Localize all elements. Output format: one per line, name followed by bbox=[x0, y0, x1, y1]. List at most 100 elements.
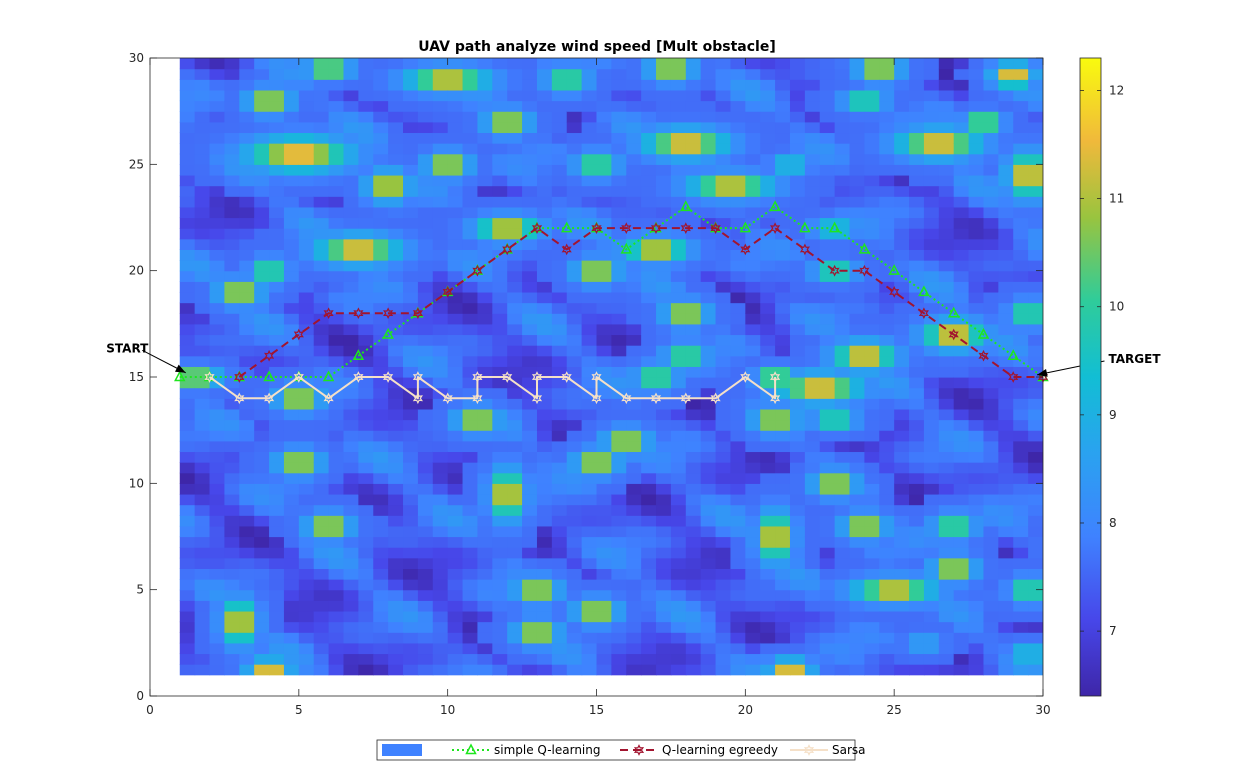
wind-cell bbox=[611, 313, 627, 325]
wind-cell bbox=[685, 206, 702, 219]
wind-cell bbox=[239, 589, 255, 601]
wind-cell bbox=[536, 589, 553, 601]
wind-cell bbox=[328, 355, 345, 367]
wind-cell bbox=[626, 387, 642, 399]
wind-cell bbox=[819, 111, 836, 123]
wind-cell bbox=[700, 291, 717, 304]
wind-cell bbox=[789, 536, 806, 548]
wind-cell bbox=[983, 345, 999, 357]
wind-cell bbox=[343, 132, 359, 144]
wind-cell bbox=[269, 323, 285, 336]
wind-cell bbox=[879, 143, 895, 155]
wind-cell bbox=[269, 355, 285, 367]
wind-cell bbox=[938, 196, 955, 208]
wind-cell bbox=[864, 610, 880, 623]
wind-cell bbox=[685, 547, 702, 559]
wind-cell bbox=[462, 440, 479, 453]
wind-cell bbox=[953, 408, 970, 421]
wind-cell bbox=[819, 462, 836, 474]
wind-cell bbox=[760, 185, 776, 197]
wind-cell bbox=[313, 483, 330, 495]
wind-cell bbox=[343, 653, 359, 665]
wind-cell bbox=[849, 132, 865, 144]
y-tick-label: 20 bbox=[129, 264, 144, 278]
wind-cell bbox=[417, 79, 434, 91]
wind-cell bbox=[507, 68, 523, 80]
wind-cell bbox=[507, 164, 523, 176]
wind-cell bbox=[894, 664, 910, 676]
wind-cell bbox=[819, 68, 836, 80]
wind-cell bbox=[254, 472, 270, 484]
wind-cell bbox=[953, 525, 970, 538]
wind-cell bbox=[983, 398, 999, 410]
wind-cell bbox=[968, 568, 985, 580]
wind-cell bbox=[551, 260, 568, 272]
wind-cell bbox=[254, 228, 270, 240]
series-point bbox=[769, 200, 781, 212]
wind-cell bbox=[507, 387, 523, 399]
wind-cell bbox=[328, 334, 345, 346]
wind-cell bbox=[492, 568, 508, 580]
wind-cell bbox=[909, 281, 925, 293]
wind-cell bbox=[462, 642, 479, 655]
wind-cell bbox=[224, 111, 240, 123]
wind-cell bbox=[254, 408, 270, 421]
wind-cell bbox=[566, 408, 583, 421]
wind-cell bbox=[388, 313, 404, 325]
wind-cell bbox=[760, 68, 776, 80]
wind-cell bbox=[760, 345, 776, 357]
wind-cell bbox=[254, 121, 270, 134]
wind-cell bbox=[551, 557, 568, 569]
wind-cell bbox=[641, 642, 657, 655]
wind-cell bbox=[536, 653, 553, 665]
wind-cell bbox=[477, 238, 493, 250]
wind-cell bbox=[656, 525, 672, 538]
wind-cell bbox=[938, 398, 955, 410]
wind-cell bbox=[447, 281, 464, 293]
wind-cell bbox=[670, 525, 687, 538]
wind-cell bbox=[403, 642, 419, 655]
wind-cell bbox=[596, 462, 612, 474]
wind-cell bbox=[685, 291, 702, 304]
wind-cell bbox=[775, 174, 791, 187]
wind-cell bbox=[417, 610, 434, 623]
wind-cell bbox=[507, 132, 523, 144]
wind-cell bbox=[1028, 504, 1043, 516]
wind-cell bbox=[536, 355, 553, 367]
wind-cell bbox=[551, 451, 568, 463]
wind-cell bbox=[298, 632, 315, 644]
wind-cell bbox=[730, 313, 746, 325]
wind-cell bbox=[432, 68, 449, 80]
wind-cell bbox=[507, 610, 523, 623]
wind-cell bbox=[611, 185, 627, 197]
wind-cell bbox=[477, 174, 493, 187]
wind-cell bbox=[909, 238, 925, 250]
wind-cell bbox=[685, 664, 702, 676]
wind-cell bbox=[730, 196, 746, 208]
wind-cell bbox=[254, 270, 270, 282]
wind-cell bbox=[819, 249, 836, 261]
wind-cell bbox=[715, 100, 732, 112]
wind-cell bbox=[507, 313, 523, 325]
wind-cell bbox=[581, 270, 598, 282]
wind-cell bbox=[789, 547, 806, 559]
wind-cell bbox=[194, 153, 211, 165]
wind-cell bbox=[1028, 249, 1043, 261]
wind-cell bbox=[938, 100, 955, 112]
wind-cell bbox=[700, 249, 717, 261]
wind-cell bbox=[447, 632, 464, 644]
wind-cell bbox=[566, 355, 583, 367]
wind-cell bbox=[953, 515, 970, 527]
wind-cell bbox=[700, 600, 717, 612]
wind-cell bbox=[670, 291, 687, 304]
wind-cell bbox=[953, 345, 970, 357]
wind-cell bbox=[209, 89, 226, 102]
series-point bbox=[799, 221, 811, 233]
wind-cell bbox=[804, 536, 821, 548]
wind-cell bbox=[388, 334, 404, 346]
wind-cell bbox=[477, 610, 493, 623]
wind-cell bbox=[834, 515, 851, 527]
wind-cell bbox=[328, 536, 345, 548]
wind-cell bbox=[909, 291, 925, 304]
wind-cell bbox=[864, 408, 880, 421]
